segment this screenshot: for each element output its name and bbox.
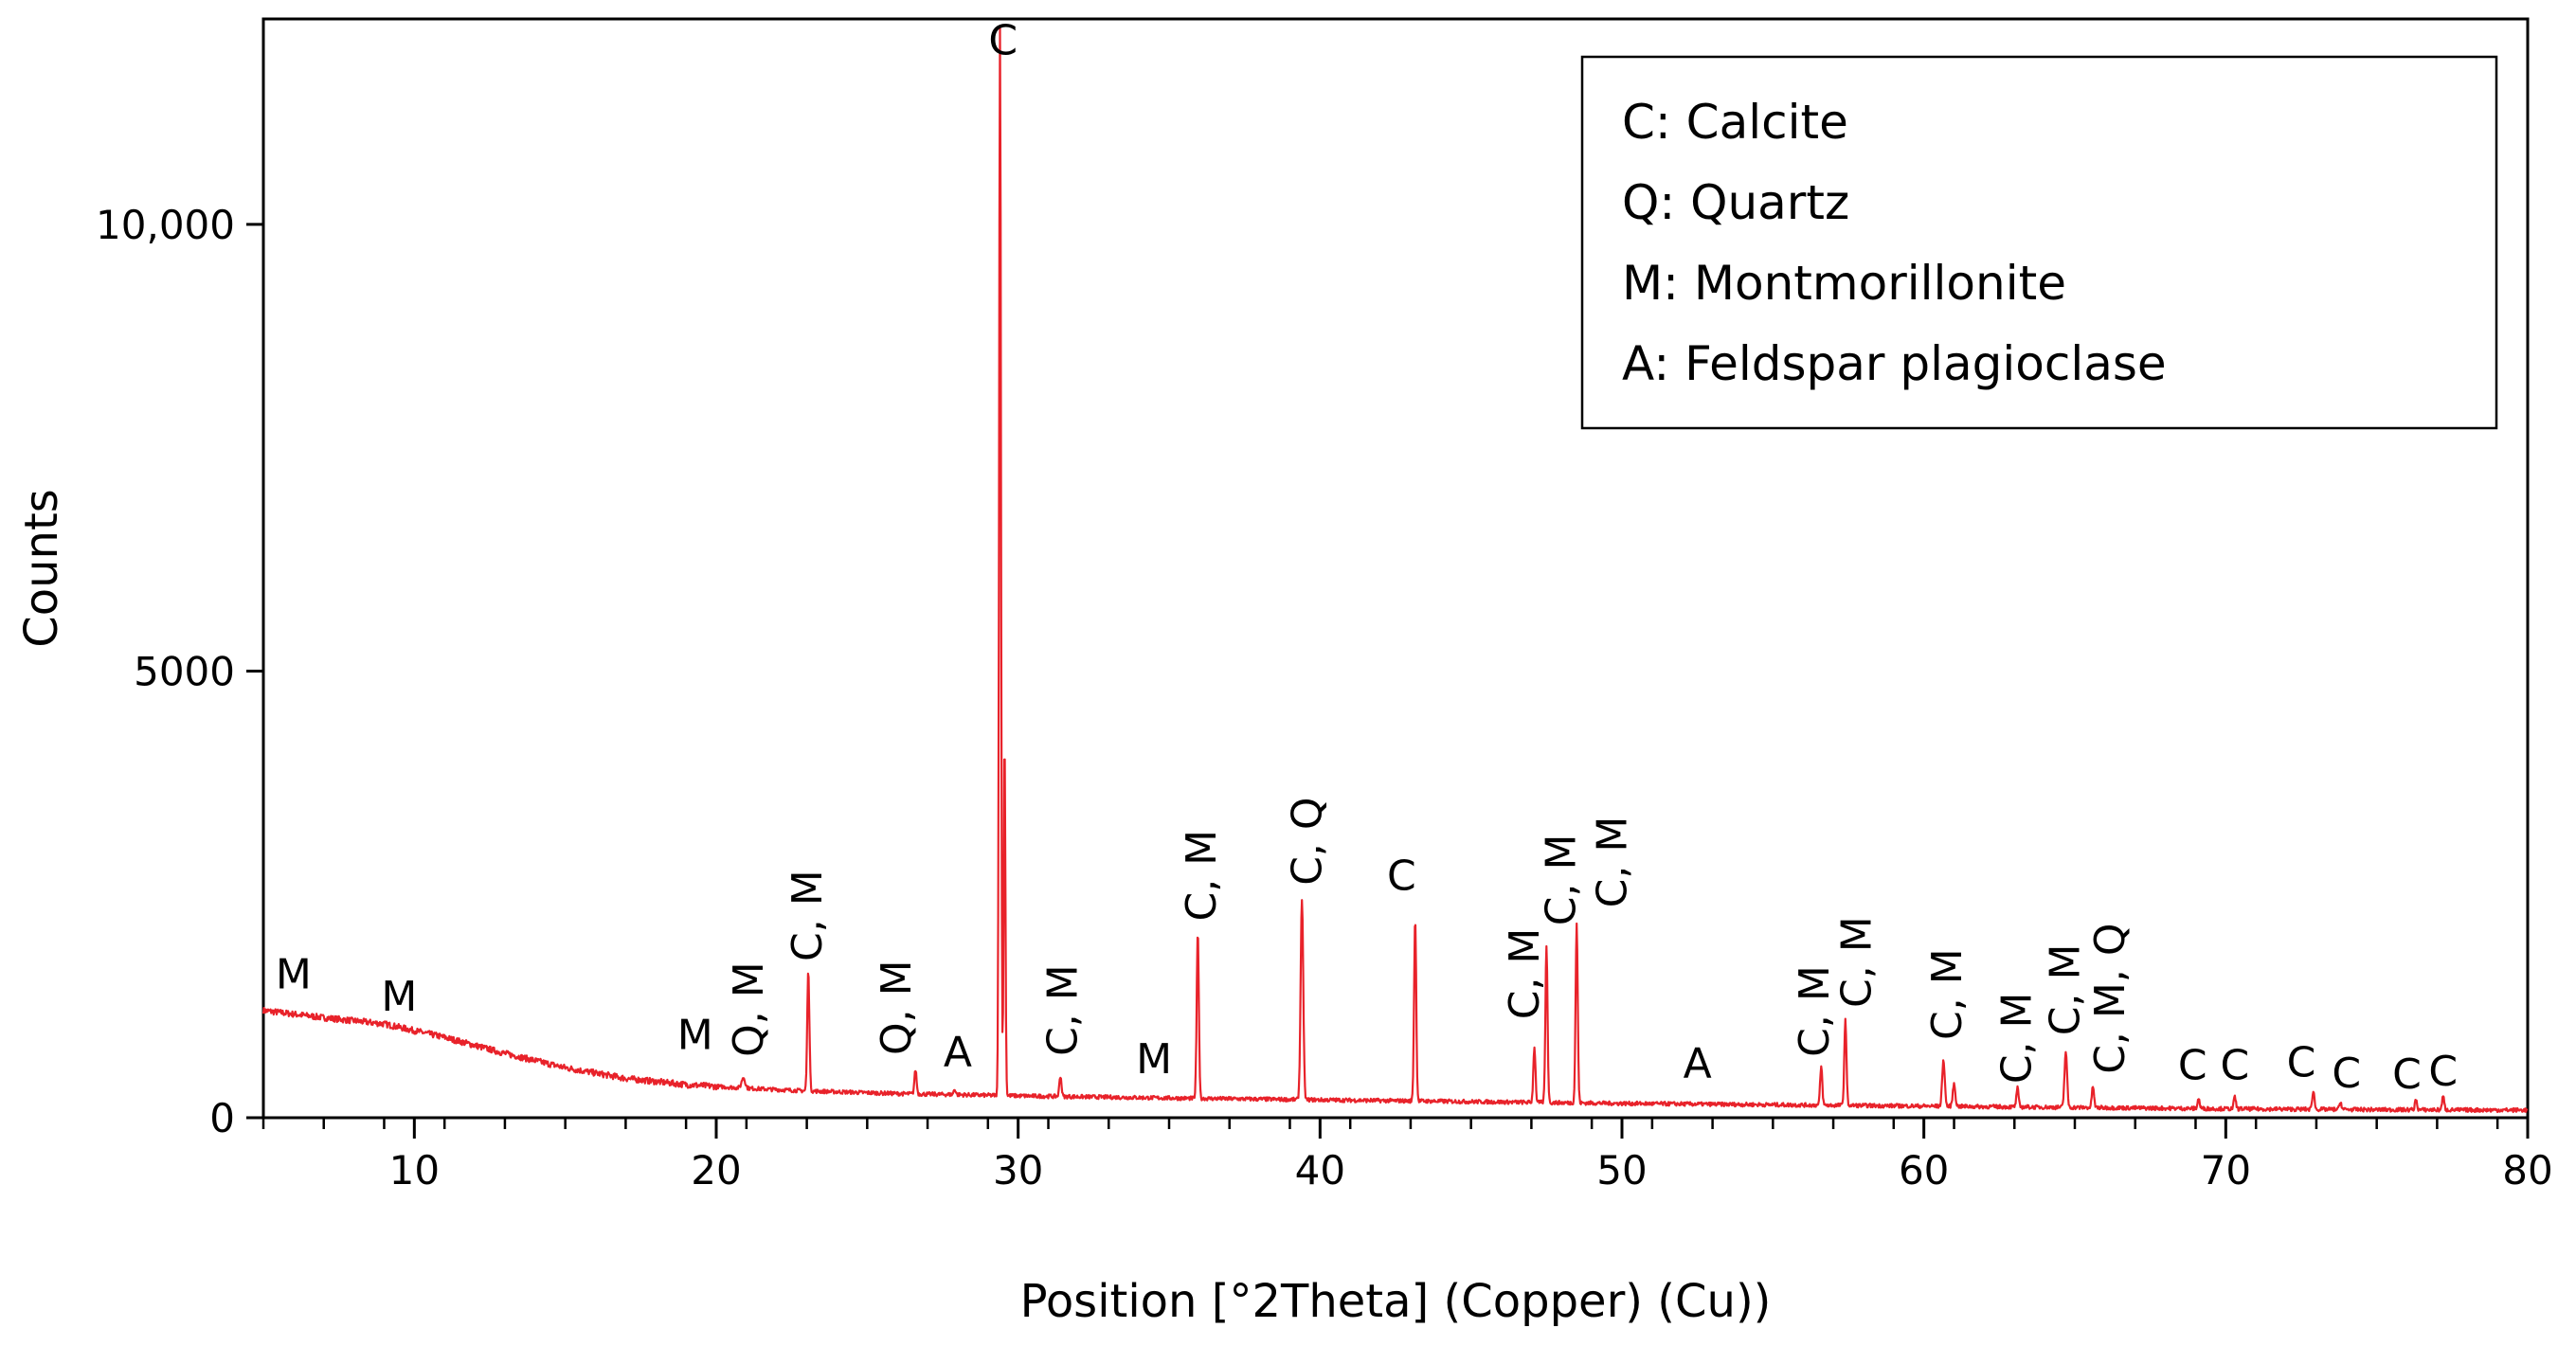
legend-box xyxy=(1580,55,2498,430)
peak-label: C, M xyxy=(1923,948,1972,1040)
peak-label: C, M xyxy=(2041,944,2089,1036)
peak-label: C, M xyxy=(1178,830,1226,922)
peak-label: A xyxy=(1684,1040,1712,1088)
y-tick-label: 5000 xyxy=(134,648,235,694)
peak-label: C xyxy=(2332,1050,2361,1098)
peak-label: C, M, Q xyxy=(2086,924,2135,1074)
peak-label: C, M xyxy=(784,870,832,961)
peak-label: Q, M xyxy=(725,961,773,1057)
peak-label: A xyxy=(944,1028,972,1076)
x-tick-label: 70 xyxy=(2201,1147,2251,1193)
peak-label: C xyxy=(1387,852,1416,901)
peak-label: Q, M xyxy=(873,960,921,1055)
legend-entry: Q: Quartz xyxy=(1622,175,1849,230)
x-tick-label: 20 xyxy=(691,1147,741,1193)
x-tick-label: 40 xyxy=(1295,1147,1345,1193)
legend-entry: M: Montmorillonite xyxy=(1622,256,2066,311)
xrd-pattern-line xyxy=(261,27,2529,1114)
plot-frame xyxy=(261,17,2530,1120)
peak-label: C xyxy=(2287,1039,2316,1087)
peak-label: C xyxy=(2178,1041,2207,1089)
peak-label: M xyxy=(276,950,312,998)
x-tick-label: 60 xyxy=(1899,1147,1949,1193)
x-tick-label: 50 xyxy=(1596,1147,1647,1193)
peak-label: M xyxy=(1136,1035,1172,1084)
y-tick-label: 0 xyxy=(209,1095,235,1141)
peak-label: C xyxy=(2221,1041,2250,1089)
y-axis-title: Counts xyxy=(15,489,68,648)
x-tick-label: 80 xyxy=(2502,1147,2552,1193)
legend-entry: C: Calcite xyxy=(1622,95,1848,150)
peak-label: C, M xyxy=(1038,964,1087,1056)
peak-label: C, Q xyxy=(1284,797,1332,885)
peak-label: C xyxy=(2392,1050,2422,1099)
peak-label: M xyxy=(381,973,417,1021)
x-tick-label: 10 xyxy=(389,1147,440,1193)
peak-label: C, M xyxy=(1588,817,1636,908)
y-tick-label: 10,000 xyxy=(96,202,235,248)
x-axis-title: Position [°2Theta] (Copper) (Cu)) xyxy=(1020,1275,1772,1328)
peak-label: C xyxy=(2428,1048,2458,1096)
x-tick-label: 30 xyxy=(993,1147,1043,1193)
peak-label: C, M xyxy=(1992,992,2041,1084)
peak-label: C xyxy=(988,17,1018,65)
peak-label: M xyxy=(677,1011,713,1059)
peak-label: C, M xyxy=(1537,835,1585,926)
peak-label: C, M xyxy=(1791,965,1839,1057)
peak-label: C, M xyxy=(1833,916,1882,1008)
legend-entry: A: Feldspar plagioclase xyxy=(1622,336,2167,391)
peak-label: C, M xyxy=(1501,928,1549,1020)
